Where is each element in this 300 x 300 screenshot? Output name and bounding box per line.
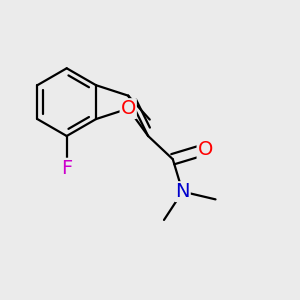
Text: F: F — [61, 159, 72, 178]
Text: O: O — [121, 99, 136, 118]
Text: N: N — [175, 182, 190, 201]
Text: O: O — [197, 140, 213, 159]
